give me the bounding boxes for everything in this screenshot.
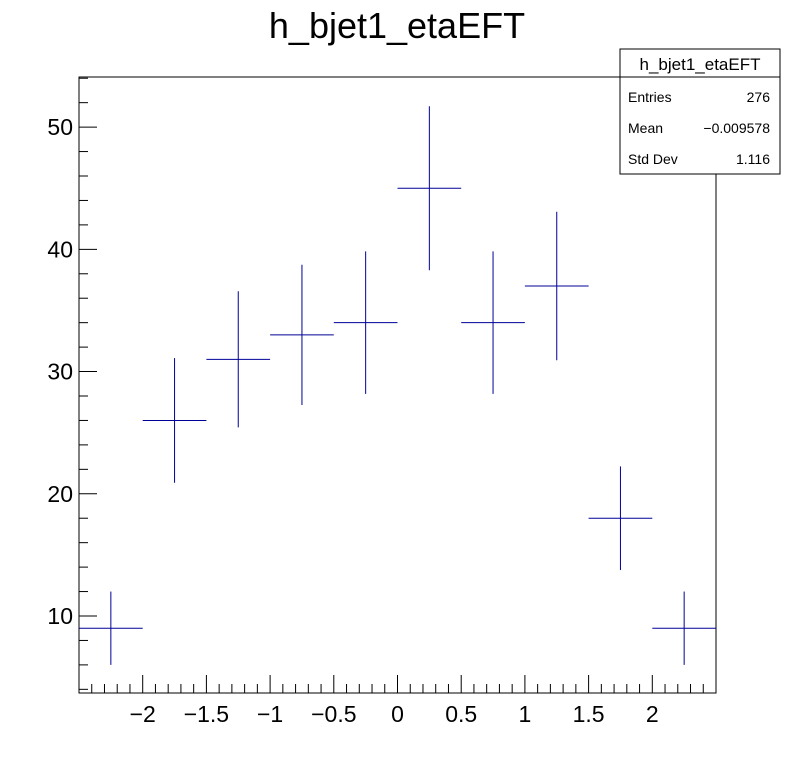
x-tick-label: 2 [646,701,659,727]
data-point [588,466,653,571]
stats-box: h_bjet1_etaEFT Entries 276 Mean −0.00957… [619,48,781,175]
y-tick-label: 50 [47,114,73,140]
data-point [270,264,334,406]
x-tick-label: −2 [130,701,156,727]
x-axis: −2 −1.5 −1 −0.5 0 0.5 1 1.5 2 [91,675,704,727]
data-point [461,251,525,394]
x-tick-label: 1.5 [573,701,605,727]
stats-entries-value: 276 [747,89,771,105]
data-point [79,591,143,665]
data-point [333,251,398,394]
y-tick-label: 10 [47,603,73,629]
x-tick-label: −0.5 [311,701,356,727]
y-tick-label: 30 [47,359,73,385]
x-tick-label: 0.5 [445,701,477,727]
stats-mean-value: −0.009578 [703,120,770,136]
data-point [652,591,716,665]
y-axis: 10 20 30 40 50 [47,77,97,690]
x-tick-label: −1 [257,701,283,727]
x-tick-label: −1.5 [184,701,229,727]
y-tick-label: 20 [47,481,73,507]
stats-box-title: h_bjet1_etaEFT [640,55,761,74]
x-tick-label: 0 [391,701,404,727]
stats-mean-label: Mean [628,120,663,136]
data-point [206,291,271,428]
stats-entries-label: Entries [628,89,672,105]
chart-title: h_bjet1_etaEFT [269,5,525,46]
stats-stddev-value: 1.116 [736,151,770,167]
data-series [79,106,716,665]
stats-stddev-label: Std Dev [628,151,678,167]
data-point [524,211,589,361]
data-point [397,106,462,271]
x-tick-label: 1 [519,701,532,727]
data-point [142,358,207,483]
y-tick-label: 40 [47,236,73,262]
